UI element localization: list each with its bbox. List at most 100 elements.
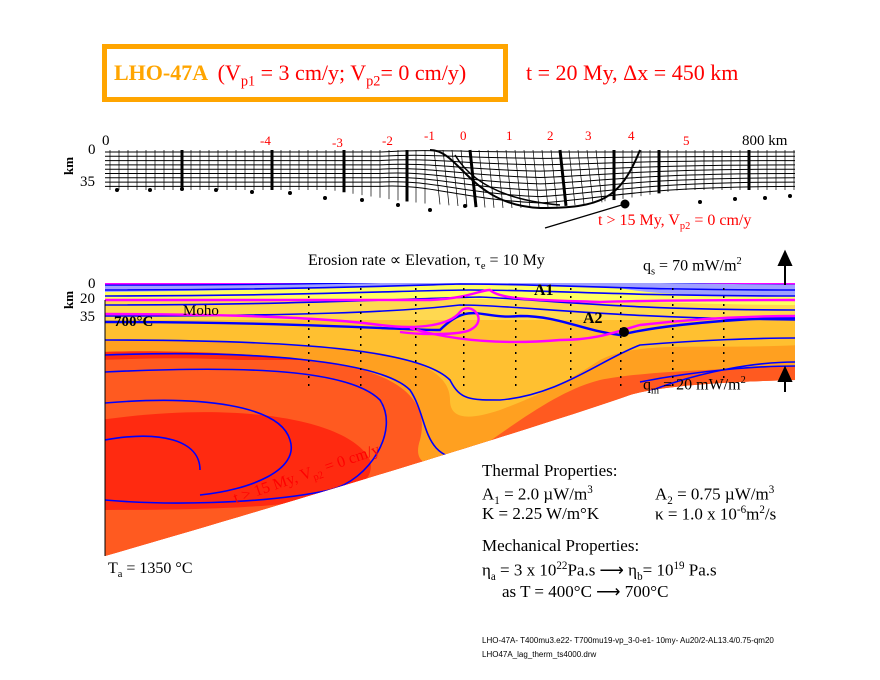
grid-dot bbox=[698, 200, 702, 204]
grid-line bbox=[105, 163, 796, 172]
grid-line bbox=[550, 149, 558, 207]
thermal-dot bbox=[360, 296, 362, 298]
temperature-range: as T = 400°C ⟶ 700°C bbox=[502, 582, 669, 601]
marker-label: 5 bbox=[683, 133, 690, 148]
thermal-dot bbox=[308, 344, 310, 346]
thermal-dot bbox=[360, 368, 362, 370]
viscosity-value: ηa = 3 x 1022Pa.s ⟶ ηb= 1019 Pa.s bbox=[482, 560, 717, 584]
thermal-dot bbox=[308, 368, 310, 370]
thermal-heading: Thermal Properties: bbox=[482, 461, 618, 480]
marker-label: 3 bbox=[585, 128, 592, 143]
thermal-dot bbox=[672, 336, 674, 338]
thermal-dot bbox=[360, 288, 362, 290]
title-box bbox=[102, 44, 508, 102]
thermal-dot bbox=[360, 352, 362, 354]
thermal-dot bbox=[570, 384, 572, 386]
marker-label: -3 bbox=[332, 135, 343, 150]
thermal-dot bbox=[672, 368, 674, 370]
thermal-dot bbox=[415, 336, 417, 338]
grid-line bbox=[105, 159, 796, 166]
grid-line bbox=[105, 185, 796, 204]
thermal-dot bbox=[360, 320, 362, 322]
thermal-dot bbox=[723, 312, 725, 314]
thermal-dot bbox=[672, 360, 674, 362]
thermal-dot bbox=[620, 320, 622, 322]
grid-line bbox=[532, 149, 540, 208]
thermal-dot bbox=[570, 336, 572, 338]
deformation-grid bbox=[105, 149, 796, 229]
thermal-dot bbox=[672, 328, 674, 330]
thermal-dot bbox=[620, 368, 622, 370]
thermal-dot bbox=[515, 312, 517, 314]
grid-line bbox=[451, 149, 459, 207]
thermal-dot bbox=[515, 368, 517, 370]
thermal-dot bbox=[308, 376, 310, 378]
grid-dot bbox=[763, 196, 767, 200]
grid-line bbox=[487, 149, 495, 208]
grid-line bbox=[577, 149, 585, 205]
thermal-dot bbox=[308, 352, 310, 354]
thermal-dot bbox=[620, 344, 622, 346]
thermal-dot bbox=[515, 360, 517, 362]
thermal-dot bbox=[415, 344, 417, 346]
grid-line bbox=[523, 149, 531, 208]
grid-x-end: 800 km bbox=[742, 133, 788, 149]
erosion-label: Erosion rate ∝ Elevation, τe = 10 My bbox=[308, 252, 545, 273]
thermal-dot bbox=[360, 328, 362, 330]
thermal-dot bbox=[515, 288, 517, 290]
thermal-dot bbox=[515, 376, 517, 378]
moho-label: Moho bbox=[183, 303, 219, 319]
thermal-dot bbox=[415, 360, 417, 362]
thermal-dot bbox=[308, 304, 310, 306]
thermal-dot bbox=[620, 312, 622, 314]
thermal-dot bbox=[723, 296, 725, 298]
thermal-dot bbox=[570, 288, 572, 290]
marker-label: 0 bbox=[460, 128, 467, 143]
thermal-dot bbox=[570, 296, 572, 298]
grid-dot bbox=[428, 208, 432, 212]
thermal-dot bbox=[723, 368, 725, 370]
thermal-dot bbox=[463, 368, 465, 370]
thermal-dot bbox=[672, 304, 674, 306]
thermal-dot bbox=[360, 384, 362, 386]
grid-y-tick: 35 bbox=[80, 174, 95, 190]
marker-label: 4 bbox=[628, 128, 635, 143]
marker-label: -4 bbox=[260, 133, 271, 148]
thermal-dot bbox=[672, 288, 674, 290]
grid-dot bbox=[214, 188, 218, 192]
thermal-dot bbox=[515, 344, 517, 346]
thermal-dot bbox=[308, 336, 310, 338]
isotherm-label: 700°C bbox=[114, 314, 154, 330]
thermal-dot bbox=[463, 376, 465, 378]
grid-dot bbox=[360, 198, 364, 202]
time-dx: t = 20 My, Δx = 450 km bbox=[526, 60, 739, 85]
thermal-dot bbox=[415, 368, 417, 370]
thermal-dot bbox=[463, 384, 465, 386]
thermal-dot bbox=[463, 352, 465, 354]
thermal-dot bbox=[570, 320, 572, 322]
grid-dot bbox=[788, 194, 792, 198]
grid-dot bbox=[396, 203, 400, 207]
grid-dot bbox=[115, 188, 119, 192]
footer-line1: LHO-47A- T400mu3.e22- T700mu19-vp_3-0-e1… bbox=[482, 636, 774, 645]
grid-line bbox=[505, 149, 513, 209]
thermal-dot bbox=[308, 328, 310, 330]
thermal-dot bbox=[415, 288, 417, 290]
a1-value: A1 = 2.0 µW/m3 bbox=[482, 484, 593, 508]
thermal-dot bbox=[308, 384, 310, 386]
thermal-y-tick: 0 bbox=[88, 276, 96, 292]
thermal-dot bbox=[672, 296, 674, 298]
grid-line bbox=[558, 149, 568, 207]
thermal-dot bbox=[415, 320, 417, 322]
grid-line bbox=[105, 154, 796, 159]
a2-value: A2 = 0.75 µW/m3 bbox=[655, 484, 775, 508]
grid-line bbox=[460, 149, 468, 207]
thermal-dot bbox=[570, 368, 572, 370]
thermal-dot bbox=[672, 312, 674, 314]
grid-line bbox=[468, 149, 478, 208]
grid-y-unit: km bbox=[61, 156, 77, 176]
marker-label: -2 bbox=[382, 133, 393, 148]
thermal-dot bbox=[415, 376, 417, 378]
ta-label: Ta = 1350 °C bbox=[108, 560, 193, 581]
